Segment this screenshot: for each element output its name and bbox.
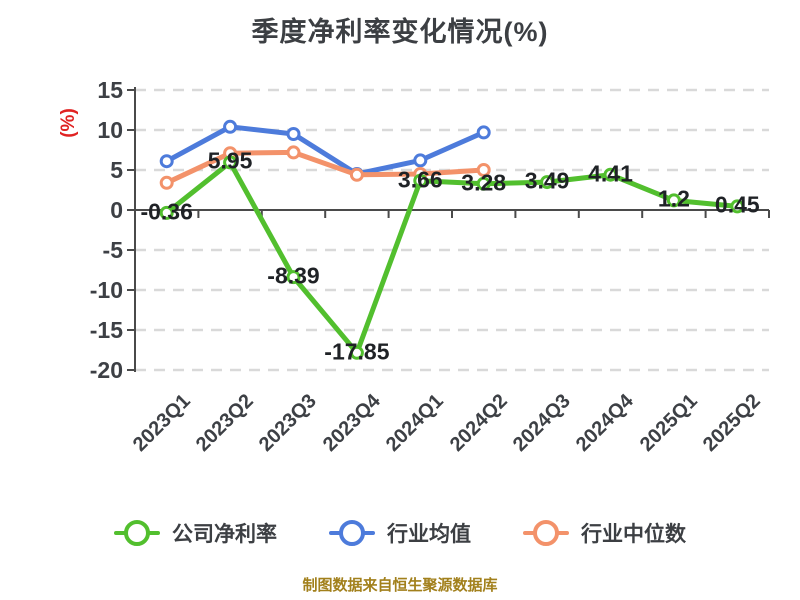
data-label: 1.2 bbox=[657, 185, 690, 212]
data-point-公司净利率 bbox=[223, 155, 238, 170]
data-point-公司净利率 bbox=[666, 193, 681, 208]
legend-marker-icon bbox=[523, 520, 569, 546]
data-source-note: 制图数据来自恒生聚源数据库 bbox=[302, 577, 498, 594]
data-point-公司净利率 bbox=[286, 270, 301, 285]
data-point-行业中位数 bbox=[476, 163, 491, 177]
data-label: 3.66 bbox=[397, 166, 443, 193]
data-label: -8.39 bbox=[267, 262, 320, 289]
y-tick-label: 10 bbox=[97, 117, 123, 143]
data-point-公司净利率 bbox=[349, 345, 364, 360]
y-tick-label: -20 bbox=[89, 357, 123, 383]
data-label: 3.49 bbox=[524, 167, 570, 194]
data-point-行业均值 bbox=[159, 154, 174, 169]
series-line-行业均值 bbox=[164, 124, 487, 177]
y-tick-label: 15 bbox=[97, 77, 123, 103]
series-line-公司净利率 bbox=[164, 159, 740, 356]
series-line-行业中位数 bbox=[164, 149, 487, 186]
data-label: 0.45 bbox=[714, 191, 760, 218]
legend-label: 行业均值 bbox=[387, 523, 471, 546]
data-point-公司净利率 bbox=[730, 199, 745, 214]
data-label: -0.36 bbox=[140, 198, 193, 225]
data-point-行业均值 bbox=[286, 127, 301, 141]
data-label: 3.28 bbox=[461, 169, 507, 196]
data-point-行业中位数 bbox=[349, 167, 364, 182]
y-tick-label: 5 bbox=[110, 157, 123, 183]
legend-item-公司净利率[interactable]: 公司净利率 bbox=[114, 518, 277, 548]
legend-dot bbox=[339, 520, 365, 546]
data-label: -17.85 bbox=[324, 338, 390, 365]
y-tick-label: -10 bbox=[89, 277, 123, 303]
data-label: 4.41 bbox=[588, 160, 633, 187]
legend-item-行业均值[interactable]: 行业均值 bbox=[329, 518, 471, 548]
legend: 公司净利率 行业均值 行业中位数 bbox=[0, 518, 800, 548]
data-point-公司净利率 bbox=[540, 175, 555, 190]
legend-label: 公司净利率 bbox=[172, 523, 277, 546]
y-tick-label: -15 bbox=[89, 317, 123, 343]
data-point-行业均值 bbox=[413, 153, 428, 168]
data-point-行业均值 bbox=[476, 125, 491, 140]
data-point-公司净利率 bbox=[603, 167, 618, 182]
legend-dot bbox=[124, 520, 150, 546]
data-point-行业中位数 bbox=[159, 175, 174, 190]
data-point-公司净利率 bbox=[413, 173, 428, 188]
legend-label: 行业中位数 bbox=[581, 523, 686, 546]
legend-marker-icon bbox=[329, 520, 375, 546]
legend-marker-icon bbox=[114, 520, 160, 546]
data-point-行业中位数 bbox=[286, 145, 301, 160]
legend-dot bbox=[533, 520, 559, 546]
y-tick-label: -5 bbox=[102, 237, 123, 263]
legend-item-行业中位数[interactable]: 行业中位数 bbox=[523, 518, 686, 548]
data-point-公司净利率 bbox=[476, 176, 491, 191]
y-tick-label: 0 bbox=[110, 197, 123, 223]
data-label: 5.95 bbox=[207, 147, 253, 174]
chart-title: 季度净利率变化情况(%) bbox=[251, 17, 549, 47]
data-point-行业均值 bbox=[223, 119, 238, 134]
data-point-公司净利率 bbox=[159, 205, 174, 220]
